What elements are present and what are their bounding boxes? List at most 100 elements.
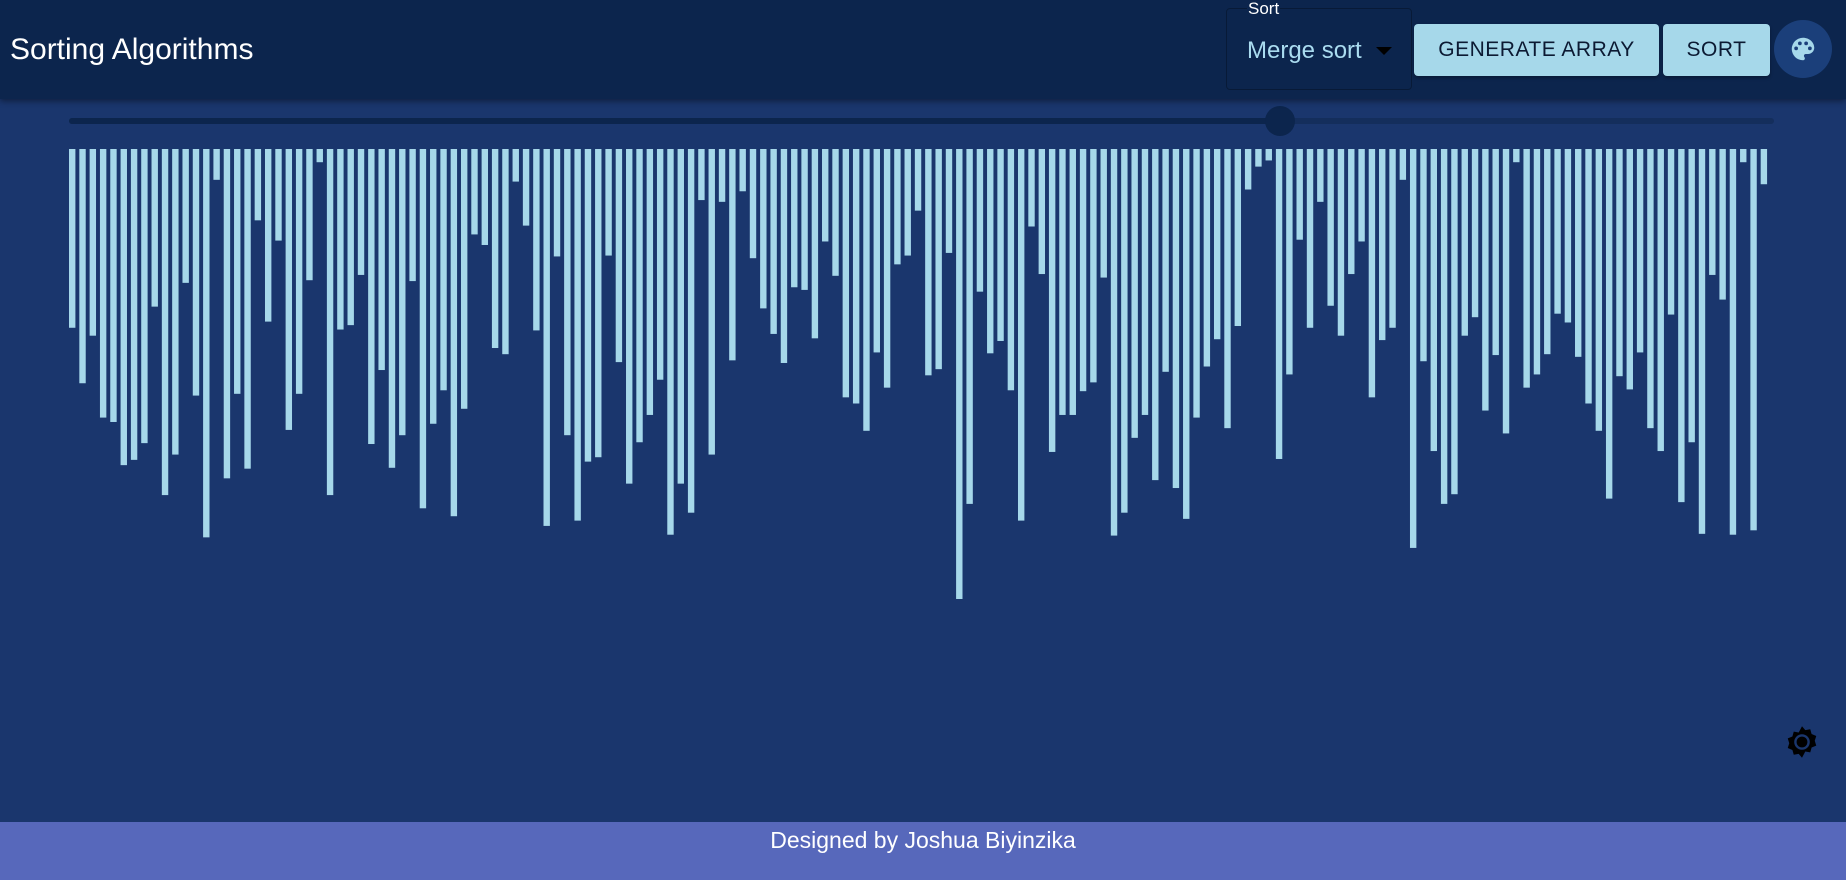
array-bar: [1141, 149, 1149, 415]
array-bar: [399, 149, 406, 436]
array-bar: [430, 149, 437, 424]
array-bar: [914, 149, 922, 211]
array-bar: [1513, 149, 1520, 163]
array-bar: [141, 149, 148, 444]
array-bar: [863, 149, 870, 431]
array-bar: [1471, 149, 1479, 318]
array-bar: [1079, 149, 1087, 392]
sort-select-value[interactable]: Merge sort: [1247, 37, 1362, 64]
array-bar: [760, 149, 767, 309]
array-bar: [1296, 149, 1303, 240]
settings-icon[interactable]: [1784, 724, 1820, 760]
array-bar: [687, 149, 695, 513]
array-bar: [1533, 149, 1541, 375]
array-bar: [1605, 149, 1613, 499]
array-bar: [264, 149, 272, 322]
array-bar: [1337, 149, 1345, 336]
array-bar: [1317, 149, 1324, 202]
array-bar: [1265, 149, 1272, 161]
palette-button[interactable]: [1774, 20, 1832, 78]
array-bar: [295, 149, 303, 394]
array-bar: [450, 149, 458, 517]
array-bar: [1626, 149, 1633, 390]
array-bar: [718, 149, 726, 202]
array-bar: [976, 149, 984, 292]
array-bar: [1007, 149, 1015, 391]
footer-credit: Designed by Joshua Biyinzika: [770, 827, 1076, 853]
app-title: Sorting Algorithms: [10, 33, 254, 66]
array-bar: [306, 149, 313, 281]
array-bar: [780, 149, 788, 363]
array-bar: [1667, 149, 1675, 315]
array-bar: [966, 149, 973, 504]
array-size-slider-thumb[interactable]: [1264, 106, 1295, 136]
array-bar: [1657, 149, 1664, 452]
array-bar: [1647, 149, 1654, 429]
array-bar: [564, 149, 571, 436]
array-bar: [904, 149, 911, 256]
array-bar: [285, 149, 293, 430]
array-bar: [832, 149, 839, 276]
array-bar: [605, 149, 612, 256]
array-bar: [770, 149, 777, 334]
array-bar: [502, 149, 509, 355]
array-bar: [729, 149, 736, 361]
array-bar: [698, 149, 705, 201]
array-bar: [1348, 149, 1355, 275]
array-bar: [1636, 149, 1644, 353]
array-bar: [89, 149, 97, 336]
array-bar: [584, 149, 592, 462]
array-bar: [1750, 149, 1757, 531]
app-bar: Sorting Algorithms Sort Merge sort GENER…: [0, 0, 1846, 99]
array-bar: [1110, 149, 1118, 536]
chevron-down-icon[interactable]: [1376, 47, 1392, 55]
array-bar: [522, 149, 530, 226]
sort-algorithm-select[interactable]: [1226, 8, 1412, 90]
footer: [0, 822, 1846, 880]
array-bar: [1327, 149, 1334, 306]
array-bar: [1440, 149, 1448, 504]
array-bar: [460, 149, 468, 409]
array-bar: [172, 149, 179, 455]
array-bar: [244, 149, 251, 469]
array-bar: [626, 149, 633, 484]
array-bar: [1399, 149, 1407, 180]
array-bar: [852, 149, 860, 404]
array-bar: [656, 149, 664, 380]
array-bar: [1575, 149, 1582, 357]
array-bar: [1719, 149, 1726, 300]
array-bar: [1564, 149, 1572, 323]
array-bar: [1358, 149, 1365, 242]
array-bar: [1409, 149, 1417, 548]
array-bar: [945, 149, 953, 253]
array-bar: [1379, 149, 1386, 341]
array-bar: [1152, 149, 1159, 481]
array-bar: [997, 149, 1004, 341]
array-bar: [275, 149, 282, 241]
array-bar: [1100, 149, 1107, 278]
array-bar: [574, 149, 581, 521]
array-bar: [801, 149, 808, 290]
array-bar: [615, 149, 623, 363]
array-bar: [1523, 149, 1530, 388]
array-bar: [1193, 149, 1200, 418]
array-bar: [667, 149, 674, 535]
array-bar: [1131, 149, 1138, 438]
array-bar: [223, 149, 231, 479]
array-bar: [822, 149, 829, 242]
array-bar: [1213, 149, 1221, 340]
array-bar: [636, 149, 643, 443]
array-bar: [378, 149, 385, 371]
array-bar: [1224, 149, 1231, 429]
array-bar: [234, 149, 241, 394]
sort-button[interactable]: SORT: [1663, 24, 1770, 76]
array-bar: [987, 149, 994, 354]
array-bar: [883, 149, 891, 388]
array-bar: [677, 149, 684, 484]
array-bar: [1451, 149, 1458, 495]
array-bar: [842, 149, 850, 398]
array-bar: [99, 149, 107, 418]
array-bar: [1595, 149, 1603, 431]
generate-array-button[interactable]: GENERATE ARRAY: [1414, 24, 1659, 76]
